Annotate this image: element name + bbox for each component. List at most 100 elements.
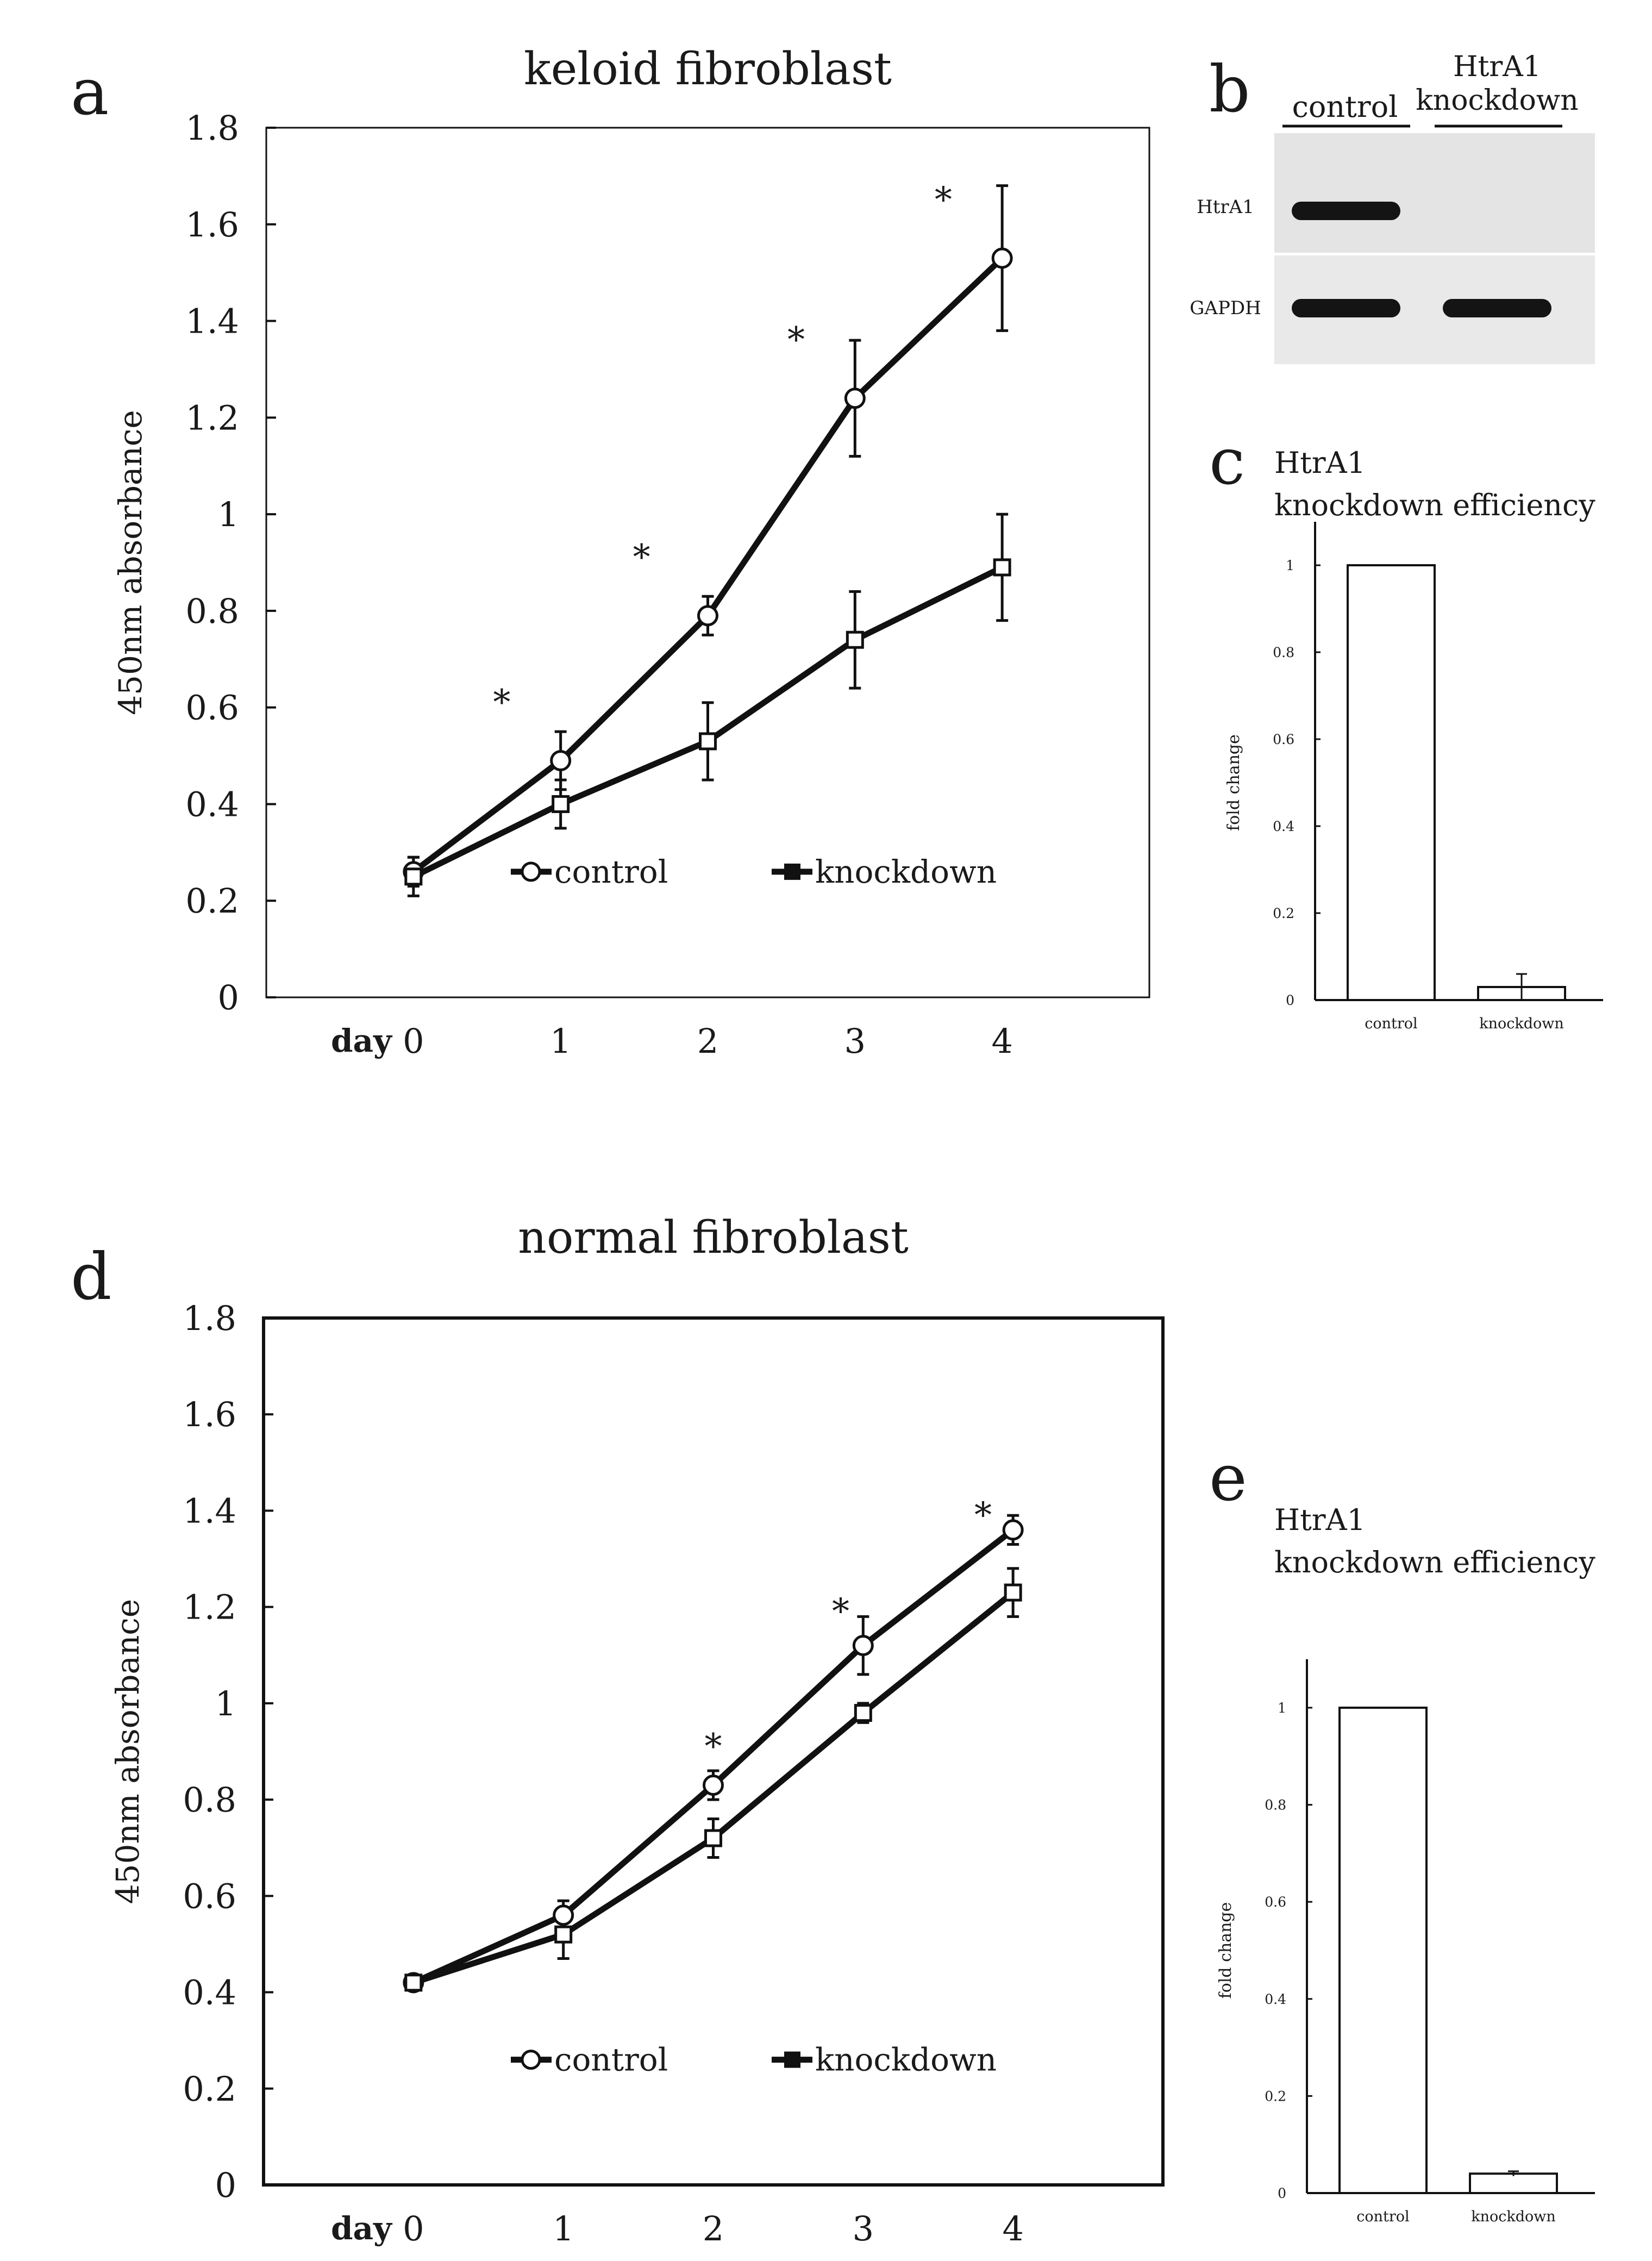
- significance-asterisk: *: [493, 683, 510, 723]
- blot-strip-htra1: [1274, 133, 1595, 253]
- legend-marker-control: [521, 2050, 541, 2070]
- y-tick-label: 0.6: [185, 688, 239, 728]
- panel-letter-d: d: [71, 1239, 112, 1314]
- chart-title: normal fibroblast: [518, 1212, 909, 1264]
- x-tick-label: 1: [550, 1021, 571, 1061]
- x-tick-label: control: [1365, 1015, 1417, 1032]
- y-tick-label: 0.4: [1265, 1991, 1286, 2007]
- data-point-knockdown: [704, 1829, 722, 1847]
- x-tick-label: knockdown: [1471, 2208, 1556, 2225]
- x-tick-label: knockdown: [1479, 1015, 1564, 1032]
- lane-label-knockdown-line-2: knockdown: [1416, 84, 1579, 117]
- bar-knockdown: [1469, 2172, 1558, 2195]
- chart-title-line-1: HtrA1: [1274, 446, 1366, 480]
- significance-asterisk: *: [633, 538, 650, 578]
- panel-letter-b: b: [1209, 52, 1250, 127]
- panel-letter-c: c: [1209, 424, 1245, 499]
- y-tick-label: 0.6: [183, 1876, 236, 1916]
- chart-title-line-2: knockdown efficiency: [1274, 488, 1595, 522]
- y-tick-label: 1.6: [183, 1395, 236, 1434]
- x-axis-label: day: [331, 1022, 393, 1059]
- significance-asterisk: *: [935, 180, 952, 220]
- data-point-control: [553, 1904, 574, 1926]
- data-point-control: [703, 1775, 724, 1796]
- y-tick-label: 0.2: [1273, 905, 1294, 921]
- x-tick-label: control: [1356, 2208, 1409, 2225]
- legend-label-control: control: [554, 853, 668, 890]
- data-point-knockdown: [1004, 1583, 1022, 1602]
- data-point-knockdown: [854, 1704, 872, 1722]
- y-tick-label: 0.4: [185, 784, 239, 824]
- y-tick-label: 1.4: [183, 1491, 236, 1531]
- y-tick-label: 0.6: [1273, 732, 1294, 747]
- row-label-gapdh: GAPDH: [1190, 297, 1261, 319]
- y-axis-label: 450nm absorbance: [109, 1599, 146, 1904]
- y-tick-label: 0.2: [1265, 2088, 1286, 2104]
- legend-label-knockdown: knockdown: [815, 853, 997, 890]
- x-tick-label: 3: [853, 2209, 874, 2248]
- y-tick-label: 0.4: [183, 1973, 236, 2013]
- band-htra1-lane-1: [1292, 202, 1400, 220]
- x-tick-label: 0: [403, 1021, 424, 1061]
- significance-asterisk: *: [832, 1592, 849, 1632]
- y-tick-label: 0.8: [185, 591, 239, 631]
- y-tick-label: 0.8: [183, 1780, 236, 1820]
- x-tick-label: 4: [1002, 2209, 1023, 2248]
- y-tick-label: 0: [215, 2165, 236, 2205]
- legend-marker-knockdown: [784, 2051, 800, 2068]
- data-point-control: [844, 388, 866, 409]
- data-point-control: [852, 1635, 874, 1657]
- data-point-control: [697, 605, 718, 627]
- y-tick-label: 0: [218, 978, 239, 1017]
- y-axis-label: fold change: [1224, 734, 1243, 831]
- bar-control: [1347, 564, 1436, 1001]
- y-tick-label: 1: [218, 495, 239, 534]
- x-tick-label: 4: [991, 1021, 1012, 1061]
- data-point-knockdown: [552, 795, 570, 813]
- plot-frame: [262, 1316, 1165, 2187]
- data-point-knockdown: [993, 558, 1011, 577]
- chart-knockdown-efficiency-keloid: HtrA1 knockdown efficiency 0 0.2 0.4 0.6 0.8 1 f…: [1224, 446, 1603, 1032]
- data-point-control: [991, 247, 1013, 269]
- y-tick-label: 0: [1278, 2185, 1286, 2201]
- data-point-control: [1002, 1519, 1024, 1541]
- y-tick-label: 1.6: [185, 205, 239, 245]
- significance-asterisk: *: [974, 1495, 992, 1535]
- x-tick-label: 3: [844, 1021, 866, 1061]
- y-tick-label: 1: [1278, 1700, 1286, 1716]
- y-tick-label: 0.8: [1265, 1797, 1286, 1813]
- y-tick-label: 1.2: [183, 1588, 236, 1627]
- y-tick-label: 1.2: [185, 398, 239, 438]
- chart-knockdown-efficiency-normal: HtrA1 knockdown efficiency 0 0.2 0.4 0.6 0.8 1 f…: [1216, 1503, 1595, 2225]
- y-tick-label: 0.6: [1265, 1894, 1286, 1910]
- chart-keloid-fibroblast: keloid fibroblast 0 0.2 0.4 0.6 0.8 1 1.2 1.4 1.6…: [112, 43, 1150, 1061]
- significance-asterisk: *: [787, 320, 805, 360]
- panel-letter-a: a: [71, 54, 109, 129]
- x-tick-label: 0: [403, 2209, 424, 2248]
- data-point-knockdown: [554, 1925, 573, 1944]
- y-axis-label: 450nm absorbance: [112, 410, 149, 715]
- y-tick-label: 0.4: [1273, 819, 1294, 834]
- plot-frame: [265, 127, 1150, 998]
- lane-label-knockdown-line-1: HtrA1: [1453, 51, 1541, 83]
- y-tick-label: 1.8: [185, 108, 239, 148]
- x-tick-label: 2: [703, 2209, 724, 2248]
- data-point-knockdown: [404, 1973, 423, 1992]
- y-tick-label: 1.4: [185, 302, 239, 341]
- row-label-htra1: HtrA1: [1197, 196, 1254, 218]
- bar-control: [1338, 1707, 1428, 2194]
- band-gapdh-lane-1: [1292, 299, 1400, 317]
- y-tick-label: 1.8: [183, 1298, 236, 1338]
- x-axis-label: day: [331, 2210, 393, 2247]
- y-tick-label: 1: [215, 1684, 236, 1723]
- y-tick-label: 0: [1286, 992, 1294, 1008]
- legend-label-knockdown: knockdown: [815, 2041, 997, 2078]
- legend-marker-control: [521, 861, 541, 882]
- y-tick-label: 0.8: [1273, 645, 1294, 660]
- data-point-control: [550, 749, 572, 771]
- y-tick-label: 0.2: [185, 881, 239, 921]
- y-tick-label: 1: [1286, 558, 1294, 573]
- y-axis-label: fold change: [1216, 1902, 1235, 1999]
- chart-title-line-1: HtrA1: [1274, 1503, 1366, 1537]
